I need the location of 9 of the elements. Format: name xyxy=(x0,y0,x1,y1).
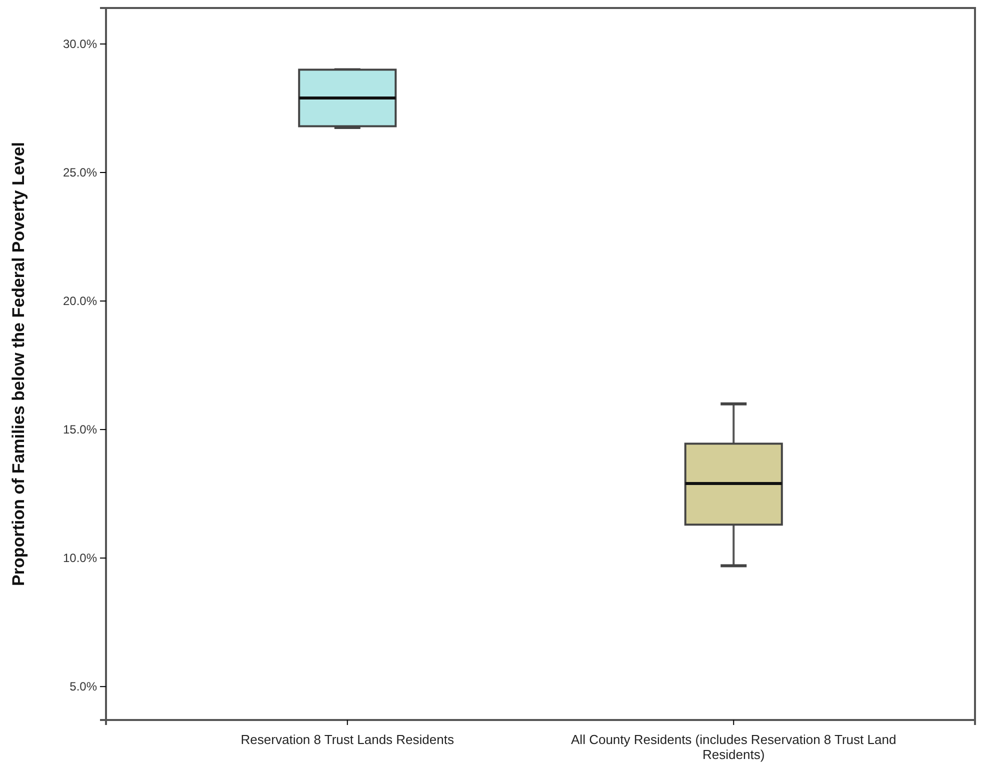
x-tick-label: All County Residents (includes Reservation 8 Trust Land Residents) xyxy=(571,732,896,762)
y-tick-label: 30.0% xyxy=(62,36,98,51)
y-tick-label: 10.0% xyxy=(62,550,98,565)
y-tick-label: 25.0% xyxy=(62,165,98,180)
x-tick-label: Reservation 8 Trust Lands Residents xyxy=(240,732,454,747)
y-axis-title: Proportion of Families below the Federal Poverty Level xyxy=(9,142,28,586)
y-tick-label: 5.0% xyxy=(70,679,98,694)
y-tick-label: 20.0% xyxy=(62,294,98,308)
y-tick-label: 15.0% xyxy=(62,422,98,436)
